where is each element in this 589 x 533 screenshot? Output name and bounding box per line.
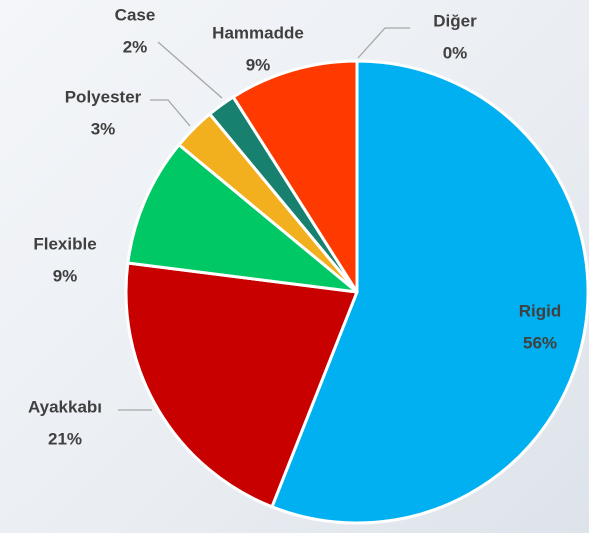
leader-line xyxy=(157,41,223,99)
slice-value-label: 56% xyxy=(523,333,557,352)
slice-value-label: 9% xyxy=(53,266,78,285)
slice-value-label: 2% xyxy=(123,37,148,56)
slice-label: Ayakkabı xyxy=(28,397,102,416)
slice-label: Case xyxy=(115,5,156,24)
slice-label: Hammadde xyxy=(212,23,304,42)
slice-value-label: 21% xyxy=(48,429,82,448)
slice-label: Flexible xyxy=(33,234,96,253)
slice-label: Rigid xyxy=(519,301,562,320)
slice-label: Diğer xyxy=(433,11,477,30)
leader-line xyxy=(150,99,191,127)
slice-value-label: 0% xyxy=(443,43,468,62)
pie-slice xyxy=(124,261,359,509)
pie-slice xyxy=(231,59,359,294)
slice-label: Polyester xyxy=(65,87,142,106)
slice-value-label: 3% xyxy=(91,119,116,138)
slice-value-label: 9% xyxy=(246,55,271,74)
pie-slice xyxy=(270,59,589,525)
leader-line xyxy=(357,27,410,59)
pie-slice xyxy=(126,143,359,294)
